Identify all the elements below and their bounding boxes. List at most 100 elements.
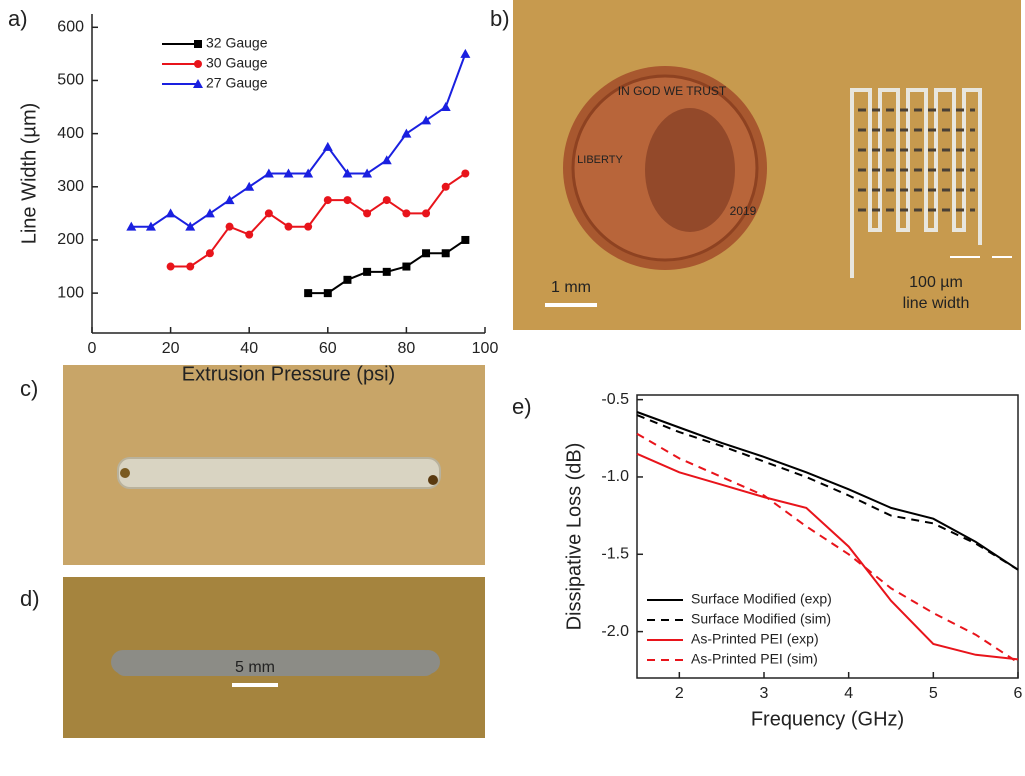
marker [145, 221, 156, 231]
x-tick-label: 3 [760, 685, 769, 702]
feature-label: line width [903, 295, 970, 312]
series-line [170, 172, 466, 268]
marker [422, 249, 431, 258]
x-tick-label: 4 [844, 685, 853, 702]
marker [323, 289, 332, 298]
series-line [308, 239, 466, 295]
marker [322, 141, 333, 151]
panel-label: e) [512, 394, 532, 419]
y-tick-label: 300 [57, 178, 84, 195]
panel-label: c) [20, 376, 38, 401]
y-tick-label: -1.0 [601, 468, 629, 485]
y-tick-label: 200 [57, 231, 84, 248]
legend-label: 27 Gauge [206, 75, 268, 91]
x-tick-label: 0 [88, 340, 97, 357]
legend-label: As-Printed PEI (sim) [691, 651, 818, 667]
x-tick-label: 20 [162, 340, 180, 357]
marker [440, 102, 451, 112]
legend-marker [193, 79, 203, 88]
series-line [636, 432, 1019, 664]
panel-label: a) [8, 6, 28, 31]
photo-d: 5 mm [63, 577, 485, 738]
marker [225, 222, 234, 231]
x-tick-label: 5 [929, 685, 938, 702]
marker [245, 230, 254, 239]
x-tick-label: 6 [1014, 685, 1023, 702]
marker [460, 48, 471, 58]
marker [166, 262, 175, 271]
x-axis-title: Extrusion Pressure (psi) [182, 363, 395, 385]
marker [224, 195, 235, 205]
marker [186, 262, 195, 271]
marker [263, 168, 274, 178]
y-tick-label: 500 [57, 72, 84, 89]
marker [244, 181, 255, 191]
y-axis-title: Dissipative Loss (dB) [563, 443, 585, 631]
marker [343, 275, 352, 284]
marker [402, 262, 411, 271]
x-tick-label: 40 [240, 340, 258, 357]
marker [126, 221, 137, 231]
marker [205, 249, 214, 258]
scale-label: 5 mm [235, 659, 275, 676]
marker [304, 222, 313, 231]
photo-b: IN GOD WE TRUST LIBERTY 2019 1 mm 100 µm… [513, 0, 1021, 330]
x-tick-label: 80 [398, 340, 416, 357]
marker [381, 155, 392, 165]
y-tick-label: -1.5 [601, 546, 629, 563]
marker [165, 208, 176, 218]
marker [342, 168, 353, 178]
y-tick-label: 400 [57, 125, 84, 142]
marker [362, 168, 373, 178]
marker [283, 168, 294, 178]
x-axis-title: Frequency (GHz) [751, 708, 904, 730]
legend-label: 30 Gauge [206, 55, 268, 71]
legend-marker [194, 60, 202, 68]
marker [461, 169, 470, 178]
marker [441, 182, 450, 191]
marker [422, 209, 431, 218]
marker [323, 196, 332, 205]
coin-motto: IN GOD WE TRUST [618, 84, 727, 98]
marker [363, 209, 372, 218]
legend-marker [194, 40, 202, 48]
y-tick-label: -0.5 [601, 391, 629, 408]
marker [343, 196, 352, 205]
marker [264, 209, 273, 218]
y-tick-label: -2.0 [601, 623, 629, 640]
series-line [636, 411, 1019, 571]
feature-label: 100 µm [909, 274, 963, 291]
panel-label: d) [20, 586, 40, 611]
marker [303, 168, 314, 178]
plot-frame [636, 394, 1019, 679]
marker [204, 208, 215, 218]
series-line [636, 452, 1019, 661]
series-line [131, 53, 467, 228]
y-axis-title: Line Width (µm) [18, 103, 40, 245]
marker [363, 267, 372, 276]
scale-label: 1 mm [551, 279, 591, 296]
marker [421, 115, 432, 125]
y-tick-label: 600 [57, 19, 84, 36]
photo-c [63, 365, 485, 565]
marker [402, 209, 411, 218]
panel-label: b) [490, 6, 510, 31]
marker [284, 222, 293, 231]
legend-label: As-Printed PEI (exp) [691, 631, 819, 647]
legend-label: Surface Modified (sim) [691, 611, 831, 627]
x-tick-label: 100 [472, 340, 499, 357]
x-tick-label: 2 [675, 685, 684, 702]
marker [185, 221, 196, 231]
legend-label: Surface Modified (exp) [691, 591, 832, 607]
marker [382, 196, 391, 205]
marker [304, 289, 313, 298]
legend-label: 32 Gauge [206, 35, 268, 51]
coin-liberty: LIBERTY [577, 154, 623, 166]
x-tick-label: 60 [319, 340, 337, 357]
y-tick-label: 100 [57, 284, 84, 301]
marker [401, 128, 412, 138]
coin-year: 2019 [730, 204, 757, 218]
marker [461, 235, 470, 244]
